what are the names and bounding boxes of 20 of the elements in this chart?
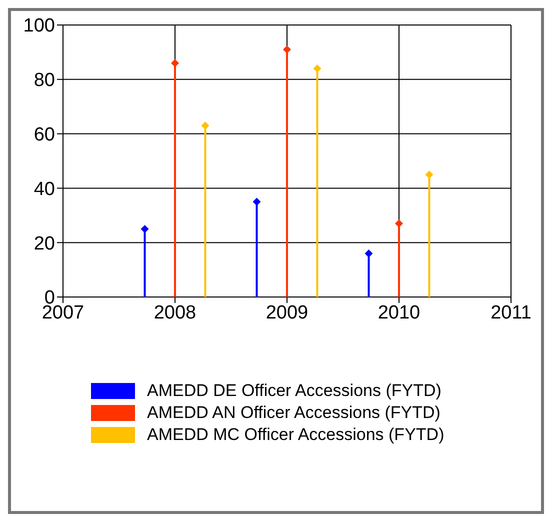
- x-tick-label: 2010: [378, 302, 420, 324]
- point: [140, 225, 149, 233]
- legend-label: AMEDD DE Officer Accessions (FYTD): [147, 381, 442, 401]
- point: [252, 198, 261, 206]
- x-tick-label: 2008: [154, 302, 196, 324]
- y-tick-label: 80: [34, 70, 55, 92]
- point: [313, 64, 322, 73]
- x-tick-label: 2009: [266, 302, 308, 324]
- y-tick-label: 100: [23, 16, 55, 37]
- y-tick-label: 60: [34, 124, 55, 146]
- y-tick-label: 20: [34, 233, 55, 254]
- x-tick-label: 2011: [490, 302, 532, 324]
- y-tick-label: 40: [34, 178, 55, 200]
- point: [364, 249, 373, 258]
- point: [201, 122, 210, 130]
- legend-label: AMEDD AN Officer Accessions (FYTD): [147, 403, 442, 423]
- point: [283, 45, 291, 54]
- point: [425, 170, 434, 179]
- point: [171, 59, 179, 68]
- legend-label: AMEDD MC Officer Accessions (FYTD): [147, 425, 446, 445]
